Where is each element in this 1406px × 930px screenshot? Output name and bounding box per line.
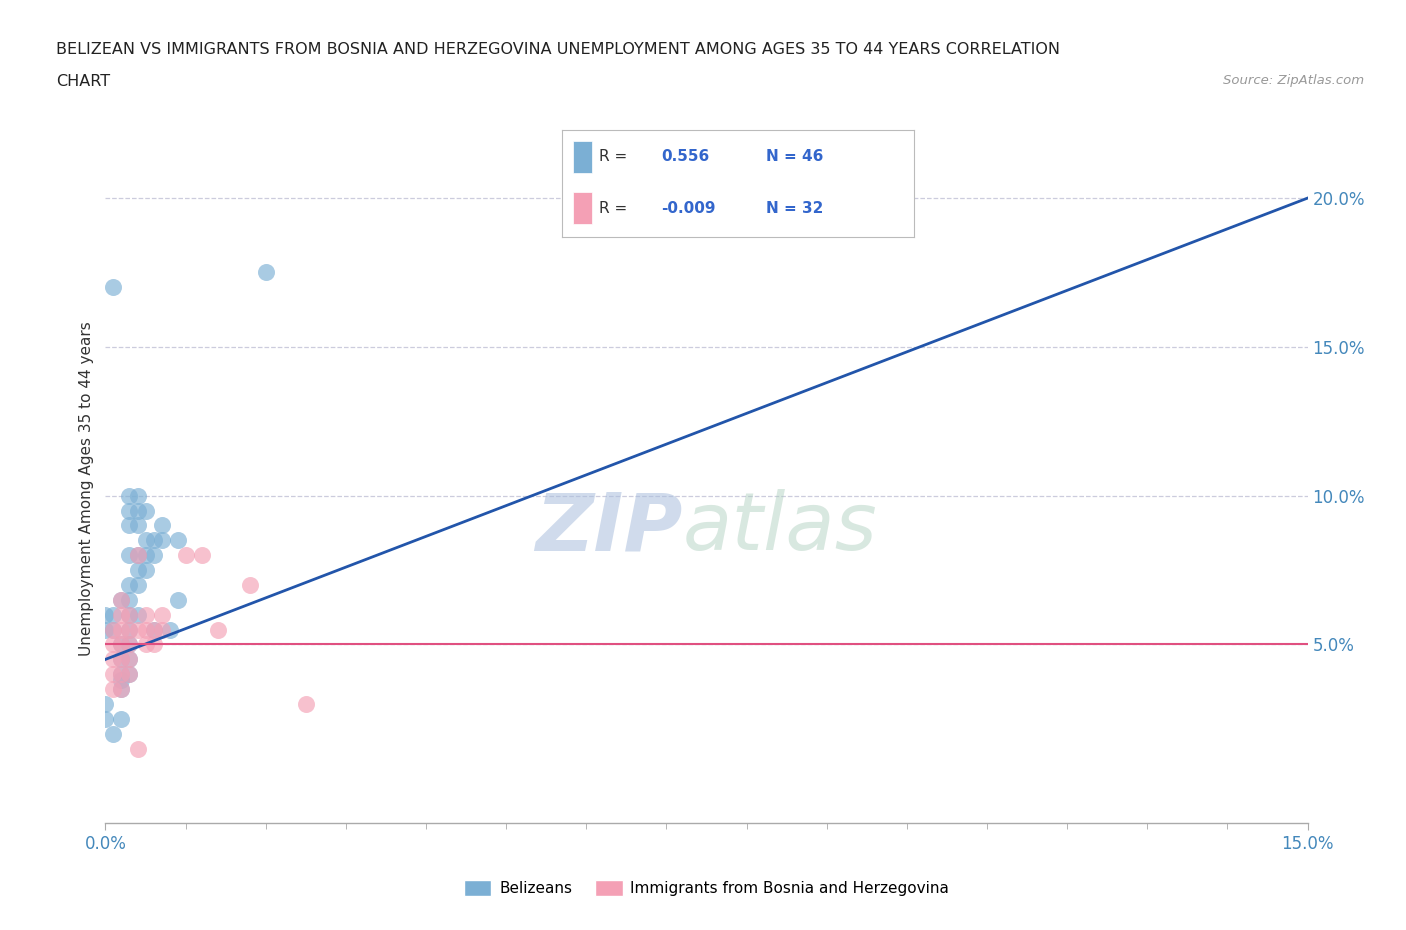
Point <box>150 622 173 637</box>
Point <box>127 548 149 563</box>
Point <box>127 488 149 503</box>
Point <box>190 548 212 563</box>
Point <box>103 622 125 637</box>
Point <box>118 622 141 637</box>
Text: Source: ZipAtlas.com: Source: ZipAtlas.com <box>1223 74 1364 87</box>
Point <box>118 488 141 503</box>
Point <box>103 622 125 637</box>
Point <box>127 548 149 563</box>
Point <box>135 533 157 548</box>
Text: N = 46: N = 46 <box>766 150 824 165</box>
Point <box>110 667 132 682</box>
Point <box>118 637 141 652</box>
Point <box>118 503 141 518</box>
Bar <box>574 141 592 173</box>
Point <box>103 682 125 697</box>
Point <box>135 637 157 652</box>
Point <box>142 533 165 548</box>
Point <box>118 652 141 667</box>
Bar <box>574 193 592 224</box>
Legend: Belizeans, Immigrants from Bosnia and Herzegovina: Belizeans, Immigrants from Bosnia and He… <box>458 874 955 902</box>
Point <box>239 578 262 592</box>
Point <box>135 503 157 518</box>
Point <box>118 637 141 652</box>
Point <box>110 682 132 697</box>
Text: 0.556: 0.556 <box>661 150 709 165</box>
Point <box>127 578 149 592</box>
Point <box>110 622 132 637</box>
Point <box>142 548 165 563</box>
Point <box>150 607 173 622</box>
Point <box>118 607 141 622</box>
Point <box>254 265 277 280</box>
Point <box>110 652 132 667</box>
Text: CHART: CHART <box>56 74 110 89</box>
Point <box>94 607 117 622</box>
Point <box>118 667 141 682</box>
Point <box>150 518 173 533</box>
Point <box>118 652 141 667</box>
Point <box>135 607 157 622</box>
Point <box>103 607 125 622</box>
Point <box>110 672 132 687</box>
Point <box>150 533 173 548</box>
Text: -0.009: -0.009 <box>661 201 716 216</box>
Point <box>142 622 165 637</box>
Point <box>103 726 125 741</box>
Y-axis label: Unemployment Among Ages 35 to 44 years: Unemployment Among Ages 35 to 44 years <box>79 321 94 656</box>
Point <box>118 622 141 637</box>
Point <box>110 592 132 607</box>
Text: ZIP: ZIP <box>536 489 682 567</box>
Text: R =: R = <box>599 150 627 165</box>
Text: N = 32: N = 32 <box>766 201 824 216</box>
Text: R =: R = <box>599 201 627 216</box>
Point <box>118 518 141 533</box>
Point <box>166 592 188 607</box>
Point <box>127 622 149 637</box>
Point <box>110 592 132 607</box>
Point <box>159 622 181 637</box>
Point <box>94 711 117 726</box>
Point <box>118 548 141 563</box>
Point <box>142 622 165 637</box>
Point <box>103 637 125 652</box>
Point <box>207 622 229 637</box>
Point <box>110 637 132 652</box>
Point <box>94 622 117 637</box>
Point <box>135 548 157 563</box>
Point <box>110 667 132 682</box>
Point <box>118 578 141 592</box>
Point <box>135 622 157 637</box>
Point <box>174 548 197 563</box>
Point <box>110 711 132 726</box>
Text: BELIZEAN VS IMMIGRANTS FROM BOSNIA AND HERZEGOVINA UNEMPLOYMENT AMONG AGES 35 TO: BELIZEAN VS IMMIGRANTS FROM BOSNIA AND H… <box>56 42 1060 57</box>
Point <box>127 741 149 756</box>
Point <box>166 533 188 548</box>
Point <box>103 652 125 667</box>
Point <box>103 280 125 295</box>
Point <box>118 667 141 682</box>
Point <box>135 563 157 578</box>
Point <box>110 682 132 697</box>
Point <box>118 592 141 607</box>
Point <box>127 503 149 518</box>
Point <box>110 607 132 622</box>
Text: atlas: atlas <box>682 489 877 567</box>
Point <box>127 518 149 533</box>
Point <box>110 637 132 652</box>
Point <box>295 697 318 711</box>
Point <box>142 637 165 652</box>
Point <box>127 607 149 622</box>
Point <box>127 563 149 578</box>
Point <box>103 667 125 682</box>
Point <box>118 607 141 622</box>
Point <box>110 652 132 667</box>
Point <box>94 697 117 711</box>
